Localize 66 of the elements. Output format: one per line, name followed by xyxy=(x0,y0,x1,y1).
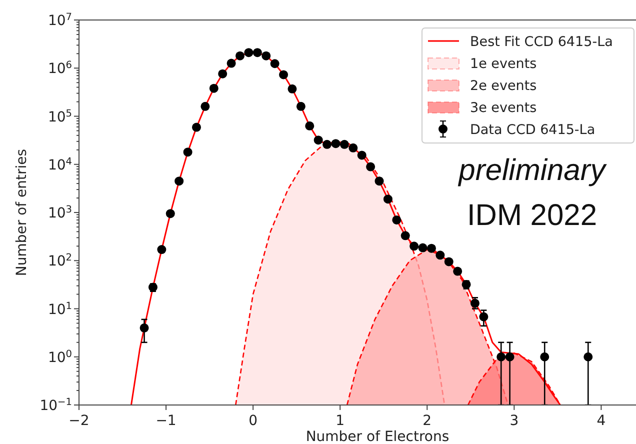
y-tick-label: 10$^{3}$ xyxy=(48,204,72,222)
point xyxy=(496,352,506,362)
annotation: IDM 2022 xyxy=(466,199,598,232)
point xyxy=(218,69,228,78)
point xyxy=(374,176,384,186)
point xyxy=(357,150,366,160)
y-tick-label: 10$^{2}$ xyxy=(48,252,72,270)
point xyxy=(331,139,340,148)
point xyxy=(453,266,462,276)
y-tick-label: 10$^{1}$ xyxy=(48,300,72,318)
x-tick-label: 1 xyxy=(336,413,345,429)
point xyxy=(410,242,419,251)
x-tick-label: −2 xyxy=(68,413,90,429)
x-tick-label: 3 xyxy=(510,413,519,429)
point xyxy=(366,162,376,172)
point xyxy=(383,194,392,204)
point xyxy=(426,244,436,253)
point xyxy=(262,51,271,60)
point xyxy=(288,84,297,94)
point xyxy=(200,102,210,111)
point xyxy=(540,352,550,362)
legend-label: 2e events xyxy=(470,78,537,94)
point xyxy=(209,84,218,93)
point xyxy=(479,312,488,322)
point xyxy=(270,59,280,68)
point xyxy=(584,352,593,362)
x-axis-title: Number of Electrons xyxy=(306,429,450,444)
point xyxy=(226,58,236,68)
point xyxy=(236,51,245,60)
point xyxy=(244,48,254,58)
point xyxy=(418,243,428,252)
x-tick-label: 4 xyxy=(596,413,606,429)
legend-label: 1e events xyxy=(470,56,537,72)
y-tick-label: 10$^{0}$ xyxy=(48,348,72,366)
point xyxy=(340,140,349,149)
point xyxy=(392,215,402,224)
point xyxy=(279,70,288,80)
point xyxy=(322,140,332,149)
point xyxy=(140,323,149,332)
annotation: preliminary xyxy=(458,154,608,187)
y-tick-label: 10$^{7}$ xyxy=(48,12,72,29)
y-axis-title: Number of entries xyxy=(14,148,30,276)
y-tick-label: 10$^{4}$ xyxy=(48,156,72,174)
point xyxy=(505,352,514,362)
point xyxy=(252,48,262,58)
y-tick-label: 10$^{6}$ xyxy=(48,60,72,78)
legend-label: Best Fit CCD 6415-La xyxy=(470,34,613,50)
x-tick-label: −1 xyxy=(156,413,176,429)
point xyxy=(296,102,306,111)
legend-label: 3e events xyxy=(470,100,537,116)
legend-label: Data CCD 6415-La xyxy=(470,122,596,138)
point xyxy=(348,143,358,152)
point xyxy=(444,257,454,266)
x-tick-label: 2 xyxy=(422,413,432,429)
point xyxy=(400,231,410,240)
point xyxy=(183,148,192,157)
y-tick-label: 10$^{−1}$ xyxy=(40,396,72,414)
point xyxy=(436,250,445,260)
y-tick-label: 10$^{5}$ xyxy=(48,108,72,126)
point xyxy=(166,209,175,218)
point xyxy=(314,136,323,145)
point xyxy=(157,245,166,254)
point xyxy=(305,121,314,130)
point xyxy=(192,122,201,132)
x-tick-label: 0 xyxy=(248,413,258,429)
point xyxy=(174,176,184,186)
